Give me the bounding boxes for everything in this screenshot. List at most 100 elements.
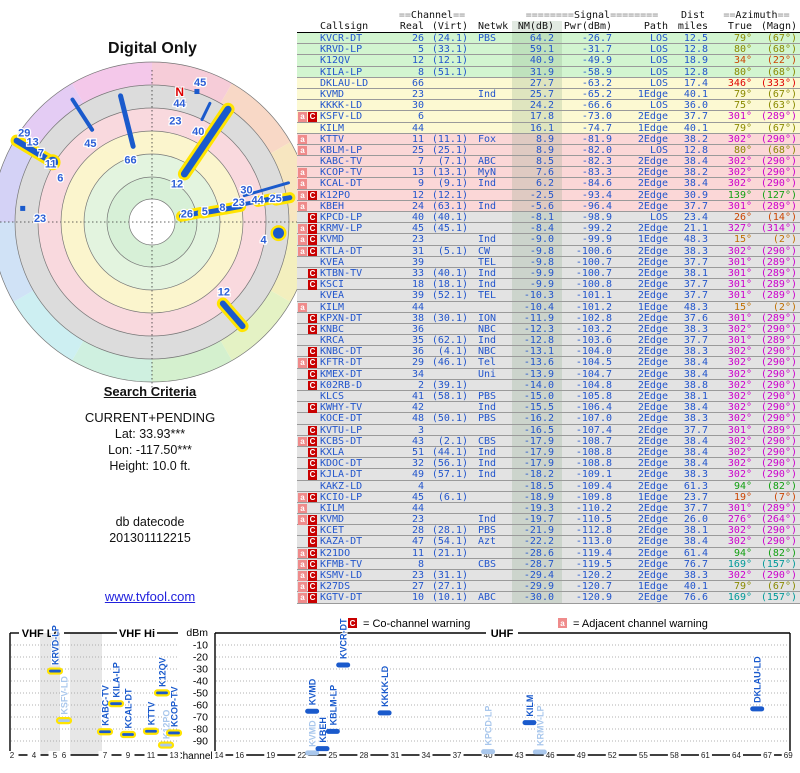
path-cell: 1Edge	[637, 581, 668, 593]
callsign-cell: KFMB-TV	[320, 558, 363, 570]
callsign-cell: KCBS-DT	[320, 435, 363, 447]
warning-badges: C	[297, 525, 318, 536]
callsign-cell: KWHY-TV	[320, 402, 363, 414]
callsign-cell: KRVD-LP	[320, 44, 363, 56]
real-channel-cell: 29	[411, 357, 424, 369]
nm-db-cell: -17.9	[512, 435, 562, 447]
callsign-cell: KNBC-DT	[320, 346, 363, 358]
network-cell	[470, 223, 512, 233]
table-row: a C KFMB-TV 8 CBS -28.7 -119.5 2Edge 76.7 169° (15…	[297, 558, 800, 570]
real-channel-cell: 48	[411, 413, 424, 425]
true-azimuth-cell: 301°	[727, 335, 752, 347]
virtual-channel-cell: (10.1)	[431, 592, 468, 604]
network-cell: Ind	[478, 402, 497, 414]
adjacent-channel-badge: a	[298, 201, 307, 212]
real-channel-cell: 32	[411, 458, 424, 470]
path-cell: 2Edge	[637, 424, 668, 436]
table-row: C KNBC-DT 36 (4.1) NBC -13.1 -104.0 2Edge 38.3 30…	[297, 346, 800, 358]
nm-db-cell: -21.9	[512, 525, 562, 536]
power-dbm-cell: -31.7	[581, 44, 612, 56]
virtual-channel-cell	[424, 123, 470, 133]
adjacent-channel-badge: a	[298, 190, 307, 201]
dbm-tick-label: -40	[193, 676, 208, 688]
power-dbm-cell: -105.8	[575, 391, 612, 402]
virtual-channel-cell: (63.1)	[431, 200, 468, 212]
dist-miles-cell: 38.2	[683, 167, 708, 179]
station-bar-label: KTTV	[147, 702, 157, 726]
magnetic-azimuth-cell: (289°)	[760, 502, 797, 514]
virtual-channel-cell	[424, 514, 470, 524]
nm-db-cell: -16.5	[512, 424, 562, 436]
path-cell: 2Edge	[637, 458, 668, 470]
path-cell: 1Edge	[637, 301, 668, 313]
signal-chart: VHF Lo VHF Hi UHF dBm -10 -20 -30 -40 -50 -60 -70-…	[0, 612, 800, 768]
station-bar-KTTV: KTTV	[142, 701, 160, 735]
nm-db-cell: -18.2	[512, 469, 562, 480]
power-dbm-cell: -106.4	[575, 402, 612, 414]
power-dbm-cell: -101.2	[575, 301, 612, 313]
true-azimuth-cell: 15°	[733, 234, 752, 246]
true-azimuth-cell: 302°	[727, 458, 752, 470]
magnetic-azimuth-cell: (67°)	[766, 581, 797, 593]
nm-db-cell: -8.1	[512, 212, 562, 223]
path-cell: 1Edge	[637, 491, 668, 503]
adjacent-channel-badge: a	[298, 112, 307, 122]
channel-tick-label: 13	[170, 751, 179, 760]
table-row: C KSCI 18 (18.1) Ind -9.9 -100.8 2Edge 37.7 301° (…	[297, 279, 800, 291]
table-row: C KAZA-DT 47 (54.1) Azt -22.2 -113.0 2Edge 38.4 3…	[297, 536, 800, 548]
nm-db-cell: -9.8	[512, 256, 562, 268]
nm-db-cell: 17.8	[512, 111, 562, 122]
table-row: C KVTU-LP 3 -16.5 -107.4 2Edge 37.7 301° (289°)	[297, 424, 800, 436]
virtual-channel-cell: (50.1)	[431, 413, 468, 425]
nm-db-cell: -12.3	[512, 323, 562, 335]
magnetic-azimuth-cell: (290°)	[760, 536, 797, 548]
virtual-channel-cell	[424, 481, 470, 491]
adjacent-channel-badge: a	[298, 168, 307, 178]
adjacent-channel-badge: a	[298, 515, 307, 525]
adjacent-channel-badge: a	[298, 224, 307, 234]
callsign-cell: KABC-TV	[320, 156, 363, 168]
real-channel-cell: 41	[411, 391, 424, 402]
virtual-channel-cell	[424, 100, 470, 110]
radar-spoke-ch8	[219, 200, 247, 215]
magnetic-azimuth-cell: (290°)	[760, 446, 797, 458]
adjacent-channel-badge: a	[298, 548, 307, 559]
warning-badges	[297, 44, 318, 54]
adjacent-channel-badge: a	[298, 492, 307, 503]
real-channel-cell: 39	[411, 290, 424, 302]
dist-miles-cell: 38.3	[683, 413, 708, 425]
path-cell: 2Edge	[637, 178, 668, 190]
dist-miles-cell: 37.7	[683, 290, 708, 302]
power-dbm-cell: -108.8	[575, 446, 612, 458]
virtual-channel-cell: (58.1)	[431, 391, 468, 402]
table-row: a C KSMV-LD 23 (31.1) -29.4 -120.2 2Edge 38.3 302…	[297, 570, 800, 582]
table-row: a C K21DO 11 (21.1) -28.6 -119.4 2Edge 61.4 94° (8…	[297, 547, 800, 559]
dist-miles-cell: 48.3	[683, 234, 708, 246]
chart-legend: C = Co-channel warning a = Adjacent channel…	[348, 618, 708, 630]
network-cell: Ind	[478, 200, 497, 212]
tvfool-link[interactable]: www.tvfool.com	[104, 589, 196, 604]
magnetic-azimuth-cell: (127°)	[760, 189, 797, 201]
path-cell: LOS	[649, 55, 668, 67]
real-channel-cell: 44	[411, 122, 424, 134]
magnetic-azimuth-cell: (289°)	[760, 290, 797, 302]
real-channel-cell: 47	[411, 536, 424, 548]
true-azimuth-cell: 302°	[727, 525, 752, 537]
virtual-channel-cell: (18.1)	[431, 279, 468, 291]
nm-db-cell: -2.5	[512, 189, 562, 201]
network-cell	[470, 145, 512, 155]
table-row: C KNBC 36 NBC -12.3 -103.2 2Edge 38.3 302° (290°)	[297, 323, 800, 336]
radar-outer-wedge	[152, 340, 232, 382]
nm-db-cell: 25.7	[512, 88, 562, 100]
power-dbm-cell: -104.0	[575, 346, 612, 358]
callsign-cell: KTBN-TV	[320, 267, 363, 279]
table-row: KVMD 23 Ind 25.7 -65.2 1Edge 40.1 79° (67°)	[297, 88, 800, 101]
co-channel-legend-icon	[348, 618, 357, 628]
table-row: KLCS 41 (58.1) PBS -15.0 -105.8 2Edge 38.1 302° (…	[297, 391, 800, 403]
callsign-cell: KCOP-TV	[320, 167, 363, 179]
table-row: a KCOP-TV 13 (13.1) MyN 7.6 -83.3 2Edge 38.2 302°…	[297, 167, 800, 179]
network-cell	[470, 190, 512, 200]
